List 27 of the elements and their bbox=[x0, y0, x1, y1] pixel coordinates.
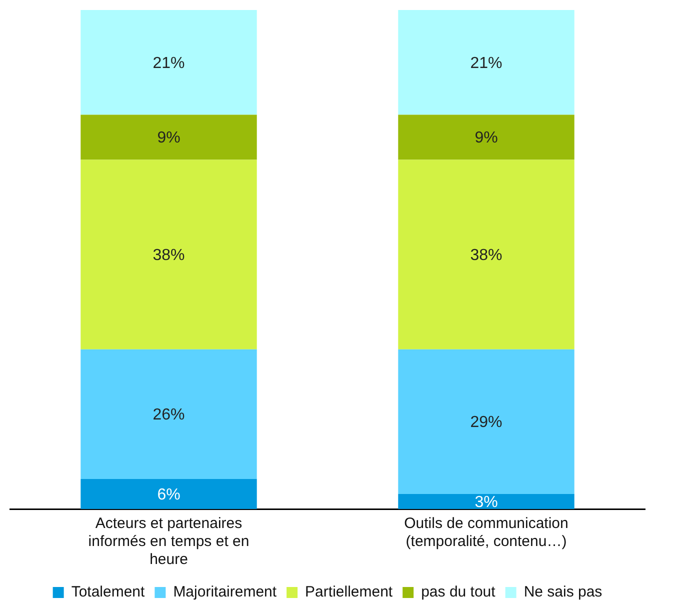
legend-label: pas du tout bbox=[421, 584, 496, 601]
bar bbox=[398, 349, 574, 494]
data-label: 6% bbox=[157, 486, 180, 504]
bar bbox=[398, 10, 574, 115]
data-label: 38% bbox=[470, 246, 502, 264]
bar bbox=[80, 479, 257, 509]
data-label: 9% bbox=[157, 130, 180, 147]
data-label: 3% bbox=[474, 494, 498, 511]
legend-label: Totalement bbox=[71, 584, 146, 601]
data-label: 29% bbox=[470, 414, 502, 432]
bar bbox=[80, 114, 257, 160]
legend-label: Partiellement bbox=[305, 584, 394, 601]
x-tick-label: Outils de communication (temporalité, contenu…) bbox=[404, 515, 568, 550]
data-label: 38% bbox=[152, 246, 185, 264]
data-label: 26% bbox=[152, 406, 185, 424]
bar bbox=[80, 160, 257, 350]
x-tick-label: Acteurs et partenaires informés en temps et en heure bbox=[88, 515, 250, 568]
bar bbox=[80, 349, 257, 480]
data-label: 9% bbox=[474, 130, 498, 147]
bar bbox=[398, 160, 574, 350]
legend-label: Majoritairement bbox=[173, 584, 278, 601]
bar bbox=[398, 114, 574, 160]
data-label: 21% bbox=[470, 54, 502, 72]
data-label: 21% bbox=[152, 54, 185, 72]
legend-label: Ne sais pas bbox=[524, 584, 602, 601]
bar bbox=[398, 494, 574, 509]
bar bbox=[80, 10, 257, 115]
